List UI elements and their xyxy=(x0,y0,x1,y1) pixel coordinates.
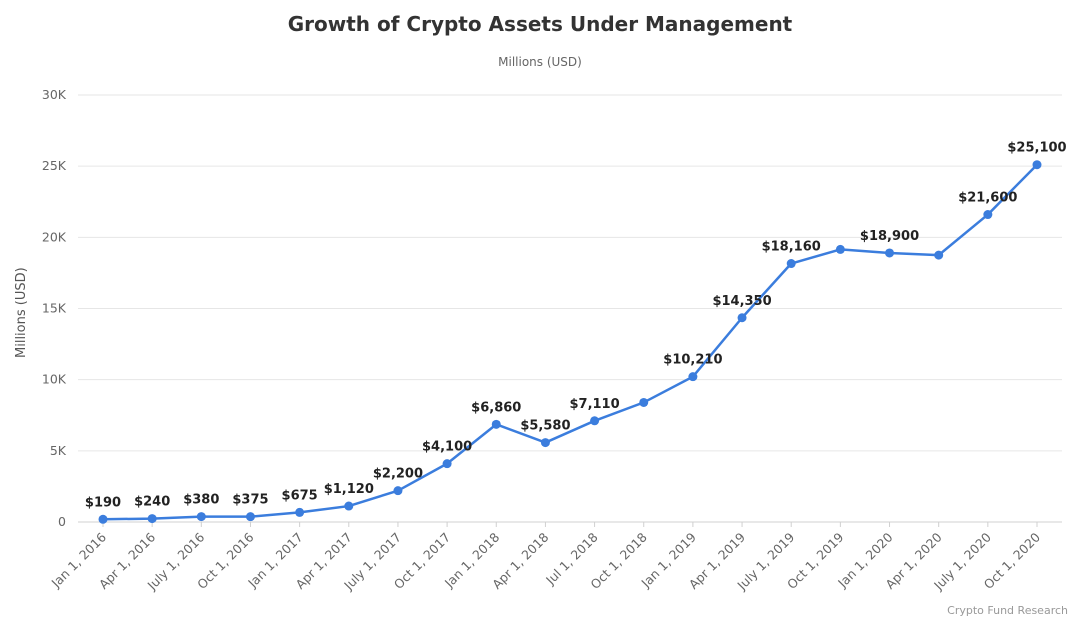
data-point-label: $18,900 xyxy=(860,229,919,244)
data-point-marker[interactable] xyxy=(639,397,649,407)
y-axis-tick-label: 15K xyxy=(42,301,67,316)
y-axis-tick-label: 5K xyxy=(50,443,67,458)
data-point-marker[interactable] xyxy=(688,372,698,382)
data-point-label: $10,210 xyxy=(663,353,722,368)
data-point-label: $18,160 xyxy=(762,240,821,255)
data-point-label: $375 xyxy=(232,493,268,508)
series-line xyxy=(101,163,1039,521)
y-axis-tick-label: 20K xyxy=(42,229,67,244)
data-point-marker[interactable] xyxy=(786,259,796,269)
data-point-label: $14,350 xyxy=(712,294,771,309)
data-point-marker[interactable] xyxy=(835,244,845,254)
chart-subtitle: Millions (USD) xyxy=(498,55,582,69)
data-point-marker[interactable] xyxy=(147,514,157,524)
y-axis-title: Millions (USD) xyxy=(14,267,29,358)
data-point-marker[interactable] xyxy=(295,507,305,517)
chart-title: Growth of Crypto Assets Under Management xyxy=(287,12,793,36)
data-point-marker[interactable] xyxy=(590,416,600,426)
data-point-label: $21,600 xyxy=(958,191,1017,206)
data-point-marker[interactable] xyxy=(540,438,550,448)
data-point-marker[interactable] xyxy=(344,501,354,511)
data-point-label: $675 xyxy=(282,488,318,503)
data-point-marker[interactable] xyxy=(98,514,108,524)
data-point-marker[interactable] xyxy=(442,459,452,469)
data-point-label: $2,200 xyxy=(373,467,423,482)
data-point-marker[interactable] xyxy=(1032,160,1042,170)
data-point-label: $240 xyxy=(134,495,170,510)
data-point-label: $5,580 xyxy=(520,419,570,434)
data-point-label: $190 xyxy=(85,495,121,510)
data-point-label: $4,100 xyxy=(422,440,472,455)
data-point-marker[interactable] xyxy=(737,313,747,323)
data-point-label: $6,860 xyxy=(471,400,521,415)
data-point-marker[interactable] xyxy=(196,512,206,522)
data-point-label: $25,100 xyxy=(1007,141,1066,156)
data-point-marker[interactable] xyxy=(393,486,403,496)
data-point-marker[interactable] xyxy=(491,419,501,429)
y-axis-tick-label: 25K xyxy=(42,158,67,173)
y-axis-tick-label: 10K xyxy=(42,372,67,387)
data-point-marker[interactable] xyxy=(983,210,993,220)
data-point-label: $1,120 xyxy=(324,482,374,497)
chart-credits-link[interactable]: Crypto Fund Research xyxy=(947,604,1068,617)
data-point-marker[interactable] xyxy=(934,250,944,260)
data-point-label: $380 xyxy=(183,493,219,508)
y-axis-tick-label: 0 xyxy=(58,514,66,529)
data-point-marker[interactable] xyxy=(245,512,255,522)
data-point-marker[interactable] xyxy=(885,248,895,258)
y-axis-tick-label: 30K xyxy=(42,87,67,102)
data-point-label: $7,110 xyxy=(569,397,619,412)
